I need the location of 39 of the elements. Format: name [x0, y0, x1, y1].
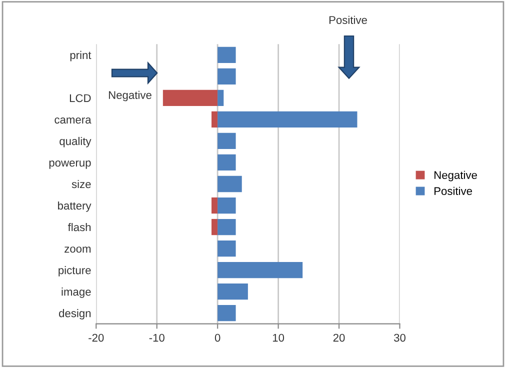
y-tick-label: LCD	[70, 94, 91, 102]
x-tick-label: 30	[394, 334, 406, 342]
bar	[162, 90, 218, 106]
annotation: Negative	[108, 90, 152, 102]
y-tick-label: powerup	[49, 160, 91, 169]
bar	[218, 111, 358, 128]
bar	[218, 240, 236, 257]
legend-label: Positive	[434, 186, 472, 195]
y-tick-label: camera	[54, 118, 92, 124]
x-tick-label: 20	[333, 334, 345, 342]
x-tick-label: 0	[214, 334, 220, 342]
bar	[218, 218, 236, 236]
y-tick-label: flash	[68, 223, 91, 232]
text: Positive	[329, 16, 367, 24]
x-tick-label: 10	[272, 334, 284, 342]
y-tick-label: zoom	[64, 246, 91, 253]
y-tick-label: quality	[60, 136, 92, 148]
bar	[212, 111, 218, 128]
y-tick-label: size	[72, 180, 91, 188]
y-tick-label: print	[70, 50, 92, 62]
bar	[212, 218, 218, 236]
x-tick-label: -10	[149, 334, 164, 342]
y-tick-label: picture	[58, 266, 91, 276]
y-tick-label: design	[59, 309, 91, 320]
bar	[218, 176, 242, 192]
bar	[218, 46, 236, 63]
legend-label: Negative	[434, 170, 477, 182]
x-tick-label: -20	[88, 334, 104, 342]
y-tick-label: battery	[58, 201, 92, 212]
bar	[218, 68, 236, 84]
bar	[218, 132, 236, 150]
bar	[218, 90, 224, 106]
bar	[218, 284, 248, 300]
bar	[218, 262, 303, 278]
bar	[212, 197, 218, 214]
y-tick-label: image	[62, 288, 91, 298]
bar	[218, 197, 236, 214]
bar	[218, 305, 236, 322]
bar	[218, 154, 236, 171]
